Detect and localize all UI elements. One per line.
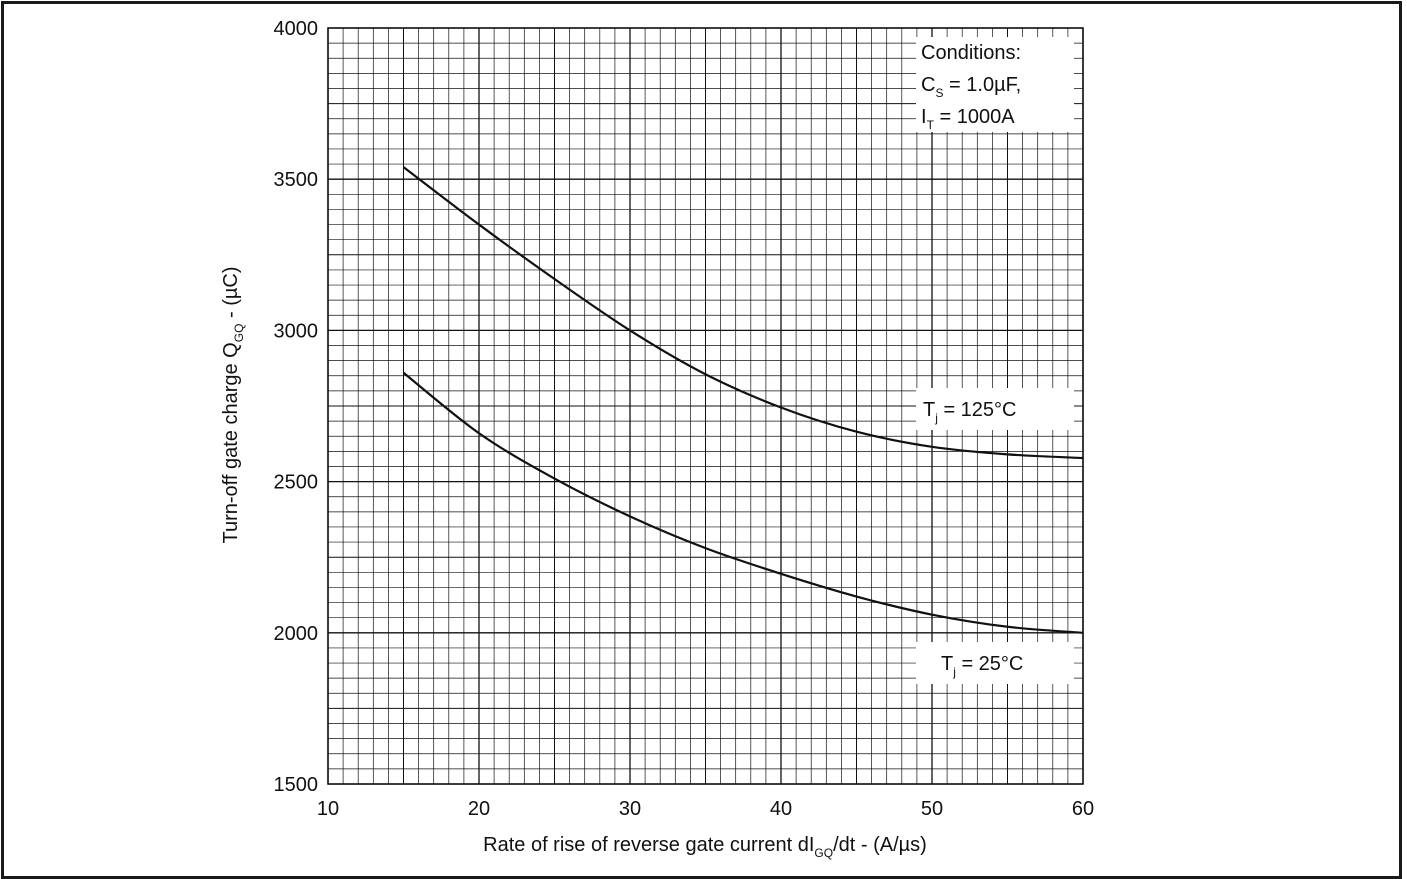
conditions-line-cs: CS = 1.0µF, xyxy=(921,74,1021,100)
x-axis-label: Rate of rise of reverse gate current dIG… xyxy=(483,834,927,860)
x-tick-label: 50 xyxy=(921,798,943,820)
y-tick-label: 3000 xyxy=(274,320,319,342)
y-tick-label: 1500 xyxy=(274,774,319,796)
x-tick-label: 30 xyxy=(619,798,641,820)
plot-area-border xyxy=(327,27,1084,785)
series-line-125c xyxy=(402,166,1084,460)
series-label-25c-text: Tj = 25°C xyxy=(941,653,1023,679)
conditions-box xyxy=(916,37,1074,132)
x-tick-label: 10 xyxy=(317,798,339,820)
conditions-title: Conditions: xyxy=(921,42,1021,64)
y-tick-label: 3500 xyxy=(274,169,319,191)
x-tick-label: 60 xyxy=(1072,798,1094,820)
series-label-125c-box xyxy=(916,388,1074,430)
y-tick-label: 2500 xyxy=(274,472,319,494)
y-tick-label: 4000 xyxy=(274,18,319,40)
conditions-line-it: IT = 1000A xyxy=(921,106,1015,132)
y-tick-label: 2000 xyxy=(274,623,319,645)
y-axis-label: Turn-off gate charge QGQ - (µC) xyxy=(220,267,246,544)
x-tick-label: 40 xyxy=(770,798,792,820)
tick-labels: 10 20 30 40 50 60 1500 2000 2500 3000 3500 4000 xyxy=(274,18,1095,820)
series-label-25c-box xyxy=(916,642,1074,684)
series-line-25c xyxy=(402,371,1084,634)
series-lines xyxy=(402,166,1084,634)
series-label-125c-text: Tj = 125°C xyxy=(923,399,1017,425)
series-label-125c: Tj = 125°C xyxy=(916,388,1074,430)
x-tick-label: 20 xyxy=(468,798,490,820)
series-label-25c: Tj = 25°C xyxy=(916,642,1074,684)
conditions-annotation: Conditions: CS = 1.0µF, IT = 1000A xyxy=(916,37,1074,132)
